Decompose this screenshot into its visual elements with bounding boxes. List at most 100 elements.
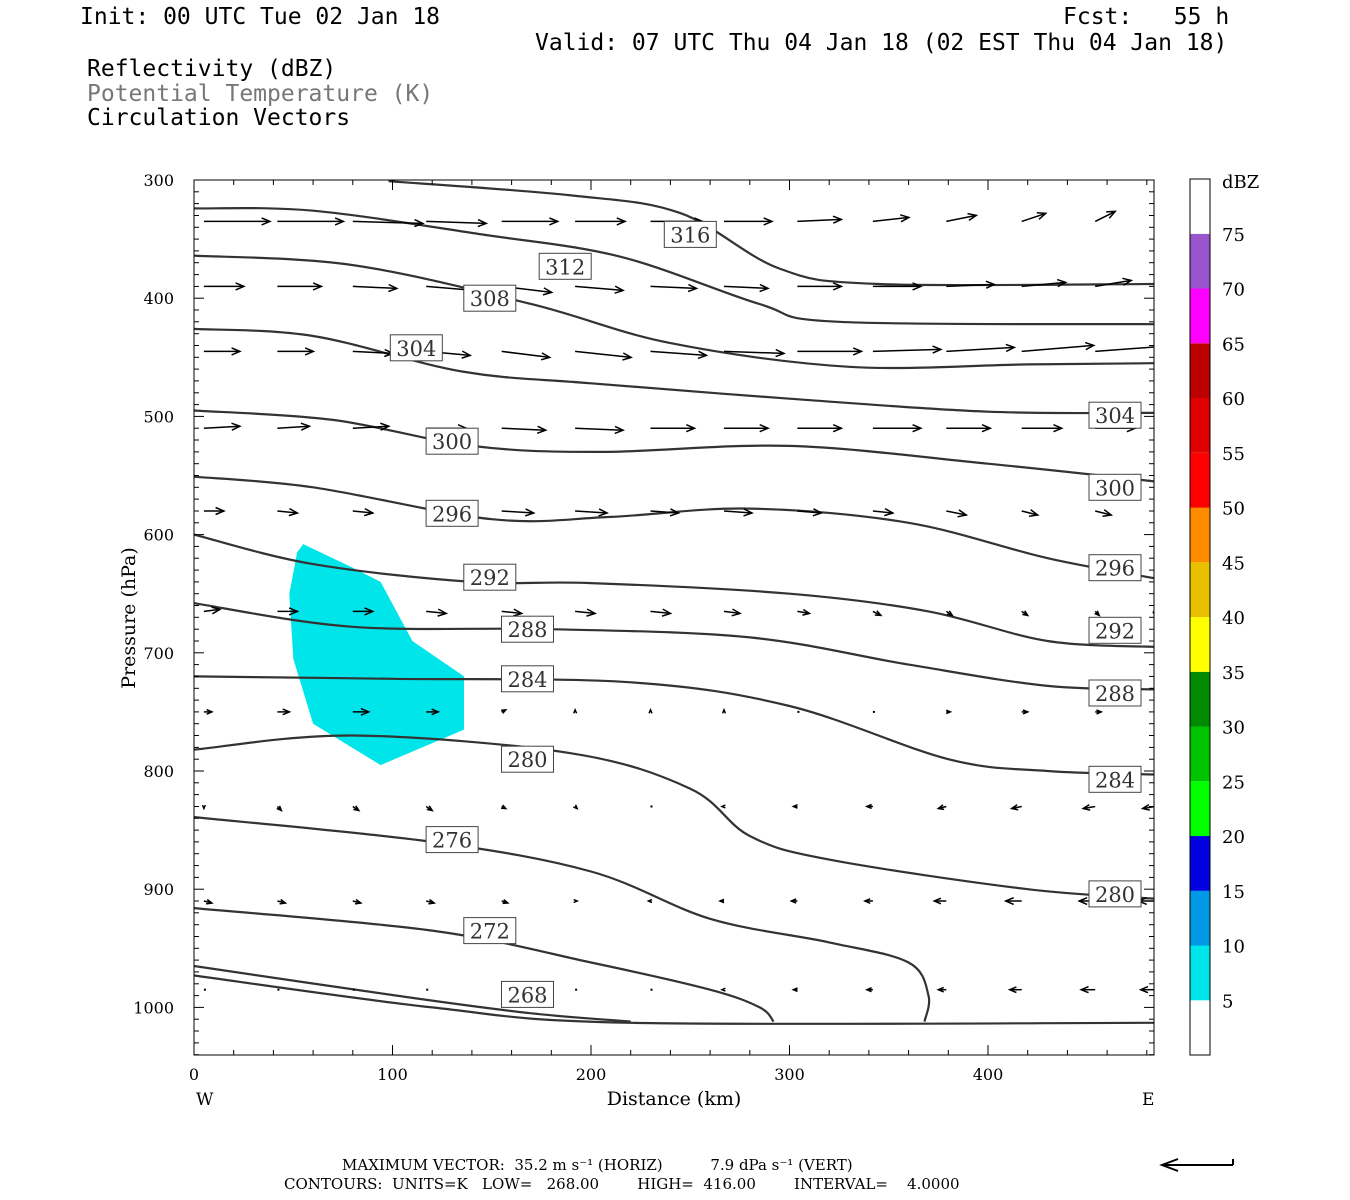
vector-head [789, 898, 797, 904]
vector-head [1028, 509, 1040, 518]
circulation-vector [277, 898, 288, 905]
colorbar-swatch [1190, 398, 1210, 453]
vector-head [614, 285, 626, 294]
contour-label-box [501, 665, 554, 693]
vector-head [1138, 985, 1149, 994]
vector-head [661, 608, 673, 617]
contour-label-box [501, 980, 554, 1008]
vector-head [622, 352, 633, 361]
contour-label-box [538, 252, 592, 280]
valid-time: Valid: 07 UTC Thu 04 Jan 18 (02 EST Thu … [535, 30, 1228, 56]
circulation-vector [1094, 210, 1117, 223]
vector-head [573, 804, 579, 810]
vector-shaft [426, 610, 447, 615]
vector-head [1036, 211, 1048, 220]
vector-head [832, 424, 844, 433]
vector-shaft [1021, 212, 1046, 223]
colorbar-swatch [1190, 507, 1210, 563]
vector-head [936, 804, 945, 811]
vector-head [731, 608, 742, 617]
theta-contour-288 [194, 602, 1154, 691]
vector-head [431, 708, 441, 716]
circulation-vector [1095, 277, 1134, 288]
vector-shaft [797, 218, 842, 223]
theta-contour-284 [194, 675, 1154, 776]
vector-shaft [575, 427, 624, 431]
circulation-vector [946, 509, 969, 518]
circulation-vector [1021, 610, 1030, 617]
theta-contour-312 [194, 206, 1154, 326]
contour-label-box [501, 745, 554, 773]
vector-head [720, 987, 726, 992]
vector-head [936, 986, 944, 993]
colorbar-label: 25 [1222, 772, 1245, 793]
theta-contour-300 [194, 409, 1154, 483]
vector-shaft [797, 610, 810, 615]
theta-contour-276 [194, 816, 931, 1022]
circulation-vector [872, 345, 943, 354]
circulation-vector [1155, 211, 1175, 221]
circulation-vector [203, 422, 242, 431]
contour-label-box [1088, 616, 1142, 644]
vector-shaft [1094, 210, 1116, 223]
theta-contour-268 [194, 964, 631, 1023]
vector-head [932, 345, 943, 354]
circulation-vector [872, 214, 911, 223]
circulation-vector [352, 422, 391, 431]
vector-head [832, 215, 844, 224]
contour-label-box [425, 427, 479, 455]
vector-head [946, 610, 954, 617]
circulation-vector [1095, 346, 1154, 353]
colorbar-swatch [1190, 343, 1210, 399]
vector-head [380, 422, 391, 431]
vector-head [1077, 897, 1088, 906]
colorbar-label: 50 [1222, 499, 1245, 520]
vector-head [334, 217, 346, 226]
vector-head [501, 804, 508, 810]
contour-label: 304 [396, 337, 436, 361]
vector-shaft [426, 220, 487, 225]
vector-head [646, 898, 653, 904]
contour-label-box [501, 615, 554, 643]
vector-head [573, 707, 578, 714]
circulation-vector [426, 708, 441, 716]
vector-head [360, 707, 371, 716]
vector-head [721, 707, 727, 714]
vector-head [1005, 343, 1017, 353]
circulation-vector [936, 986, 947, 993]
vector-head [616, 217, 628, 226]
reflectivity-area [289, 544, 464, 766]
contour-label-box [425, 499, 479, 527]
vector-shaft [946, 510, 967, 516]
vector-shaft [650, 610, 671, 615]
circulation-vector [946, 709, 953, 715]
contour-label: 296 [432, 502, 472, 526]
vector-head [1056, 278, 1068, 288]
vector-head [536, 425, 548, 435]
colorbar-unit: dBZ [1222, 172, 1259, 193]
vector-shaft [723, 350, 785, 355]
vector-shaft [872, 216, 909, 223]
x-axis-label: Distance (km) [607, 1088, 742, 1110]
circulation-vector [352, 898, 363, 905]
circulation-vector [723, 283, 770, 293]
colorbar-swatch [1190, 233, 1210, 289]
circulation-vector [352, 607, 375, 616]
vector-head [1155, 710, 1159, 713]
vector-shaft [352, 220, 423, 225]
colorbar-label: 15 [1222, 882, 1245, 903]
theta-contour [194, 974, 1154, 1026]
vector-shaft [1095, 510, 1112, 516]
vector-head [288, 607, 300, 616]
colorbar-swatch [1190, 836, 1210, 891]
vector-head [205, 898, 214, 905]
vector-shaft [575, 610, 596, 615]
circulation-vector [872, 507, 895, 517]
circulation-vector [932, 897, 947, 905]
circulation-vector [575, 217, 628, 226]
vector-head [231, 347, 242, 356]
circulation-vector [575, 508, 610, 517]
vector-head [687, 283, 699, 293]
vector-head [775, 348, 786, 358]
vector-head [1102, 509, 1114, 518]
